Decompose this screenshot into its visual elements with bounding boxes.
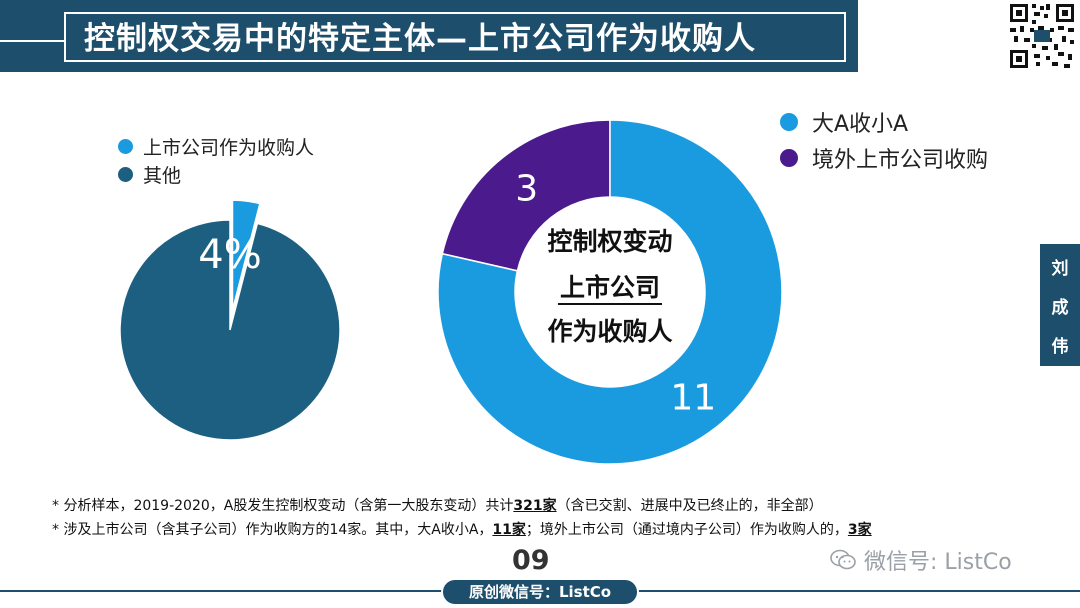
legend-label-other: 其他 bbox=[143, 164, 182, 187]
legend-item-a-acquires-a: 大A收小A bbox=[780, 104, 988, 140]
donut-center-label-1: 控制权变动 bbox=[547, 227, 672, 256]
legend-dot-other bbox=[118, 166, 133, 182]
pie-slice-listed-company bbox=[231, 199, 261, 311]
footnote-2: * 涉及上市公司（含其子公司）作为收购方的14家。其中，大A收小A，11家；境外… bbox=[52, 518, 872, 542]
footnote-1-prefix: * 分析样本，2019-2020，A股发生控制权变动（含第一大股东变动）共计 bbox=[52, 498, 514, 514]
watermark-text: 微信号: ListCo bbox=[864, 550, 1012, 575]
author-side-tab: 刘 成 伟 bbox=[1040, 244, 1080, 366]
pie-slice-label: 4% bbox=[198, 232, 261, 278]
footnote-2-mid: ；境外上市公司（通过境内子公司）作为收购人的， bbox=[525, 522, 848, 538]
legend-item-overseas: 境外上市公司收购 bbox=[780, 140, 988, 176]
legend-label-listed-company: 上市公司作为收购人 bbox=[143, 136, 315, 159]
wechat-icon bbox=[830, 549, 856, 570]
pie-legend: 上市公司作为收购人 其他 bbox=[118, 132, 314, 188]
donut-slice-a-acquires-a bbox=[437, 119, 783, 465]
legend-label-overseas: 境外上市公司收购 bbox=[812, 148, 989, 173]
pie-slice-other bbox=[119, 219, 341, 441]
footnote-2-prefix: * 涉及上市公司（含其子公司）作为收购方的14家。其中，大A收小A， bbox=[52, 522, 493, 538]
donut-center-label-2: 上市公司 bbox=[560, 273, 660, 302]
header-accent-line bbox=[0, 40, 70, 42]
legend-dot-a-acquires-a bbox=[780, 113, 798, 131]
donut-label-a-acquires-a: 11 bbox=[670, 377, 716, 418]
footnote-2-count-a: 11家 bbox=[492, 522, 526, 538]
donut-center-label-3: 作为收购人 bbox=[547, 317, 672, 346]
author-char-2: 成 bbox=[1051, 297, 1069, 318]
legend-item-listed-company: 上市公司作为收购人 bbox=[118, 132, 314, 160]
footnote-1-suffix: （含已交割、进展中及已终止的，非全部） bbox=[556, 498, 823, 514]
author-char-1: 刘 bbox=[1051, 258, 1069, 279]
pie-chart: 4% bbox=[119, 199, 341, 441]
wechat-watermark: 微信号: ListCo bbox=[830, 544, 1012, 576]
footnote-1-count: 321家 bbox=[513, 498, 557, 514]
donut-slice-overseas bbox=[441, 119, 611, 272]
footnotes: * 分析样本，2019-2020，A股发生控制权变动（含第一大股东变动）共计32… bbox=[52, 494, 872, 542]
footnote-1: * 分析样本，2019-2020，A股发生控制权变动（含第一大股东变动）共计32… bbox=[52, 494, 872, 518]
legend-dot-overseas bbox=[780, 149, 798, 167]
legend-label-a-acquires-a: 大A收小A bbox=[812, 112, 909, 137]
legend-item-other: 其他 bbox=[118, 160, 314, 188]
donut-label-overseas: 3 bbox=[515, 169, 538, 210]
donut-legend: 大A收小A 境外上市公司收购 bbox=[780, 104, 988, 176]
footer-label: 原创微信号：ListCo bbox=[441, 578, 639, 606]
qr-code-icon bbox=[1006, 0, 1078, 72]
legend-dot-listed-company bbox=[118, 138, 133, 154]
page-title: 控制权交易中的特定主体—上市公司作为收购人 bbox=[84, 21, 756, 57]
author-char-3: 伟 bbox=[1051, 336, 1069, 357]
footnote-2-count-overseas: 3家 bbox=[847, 522, 872, 538]
page-number: 09 bbox=[512, 545, 550, 576]
header-frame bbox=[64, 12, 846, 62]
